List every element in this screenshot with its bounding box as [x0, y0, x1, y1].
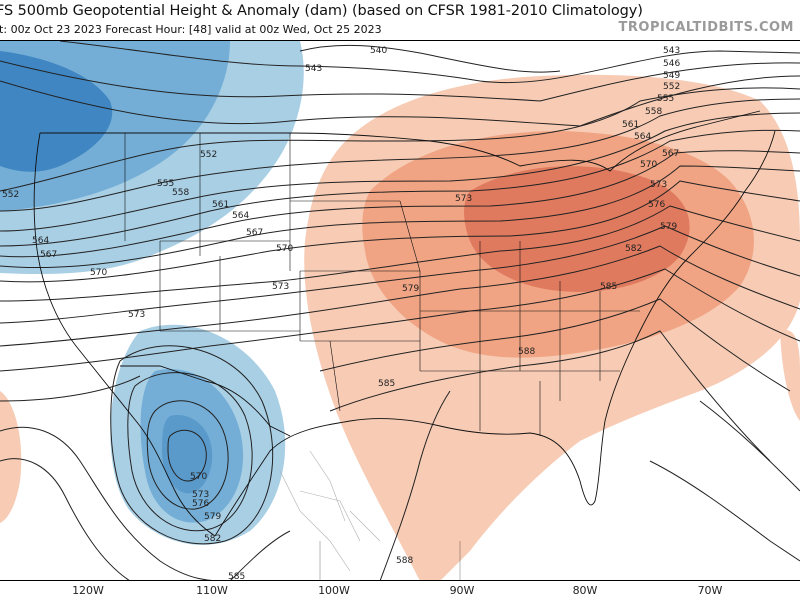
- contour-570: [0, 180, 800, 283]
- contour-label: 567: [40, 250, 57, 260]
- border-us-canada: [40, 110, 761, 172]
- contour-540: [299, 44, 561, 73]
- longitude-label: 110W: [196, 584, 228, 597]
- contour-573: [0, 205, 800, 302]
- contour-label: 558: [645, 107, 662, 117]
- contour-label: 546: [663, 59, 680, 69]
- contour-label: 573: [128, 310, 145, 320]
- contour-label: 567: [662, 149, 679, 159]
- anomaly-blue-northwest-strong: [0, 51, 113, 172]
- contour-label: 585: [600, 282, 617, 292]
- contour-564: [0, 150, 800, 258]
- longitude-label: 70W: [697, 584, 723, 597]
- contour-label: 543: [663, 46, 680, 56]
- contour-label: 588: [518, 347, 535, 357]
- map-subtitle: it: 00z Oct 23 2023 Forecast Hour: [48] …: [0, 23, 382, 36]
- contour-label: 573: [192, 490, 209, 500]
- border-us-mexico: [120, 365, 291, 437]
- contour-low-570: [146, 400, 229, 510]
- contour-label: 555: [157, 179, 174, 189]
- state-lines: [124, 133, 640, 436]
- contour-label: 570: [90, 268, 107, 278]
- coastline-gulf: [214, 130, 776, 537]
- contour-label: 576: [648, 200, 665, 210]
- contour-543: [59, 41, 800, 84]
- contour-label: 579: [204, 512, 221, 522]
- map-area: 540 543 543 546 549 552 552 552 555 555 …: [0, 40, 800, 581]
- contour-label: 585: [378, 379, 395, 389]
- contour-label: 552: [2, 190, 19, 200]
- contour-label: 561: [622, 120, 639, 130]
- contour-label: 573: [455, 194, 472, 204]
- contour-label: 579: [660, 222, 677, 232]
- contour-label: 582: [204, 534, 221, 544]
- map-title: FS 500mb Geopotential Height & Anomaly (…: [0, 3, 643, 19]
- contour-label: 564: [232, 211, 249, 221]
- contour-label: 558: [172, 188, 189, 198]
- political-borders: [33, 110, 776, 537]
- contour-label: 573: [272, 282, 289, 292]
- brand-watermark: TROPICALTIDBITS.COM: [618, 20, 794, 35]
- contour-east-a: [649, 460, 800, 562]
- mexico-state-lines: [279, 450, 381, 572]
- contour-label: 579: [402, 284, 419, 294]
- contour-585: [0, 298, 791, 402]
- contour-549: [0, 75, 800, 127]
- contour-label: 543: [305, 64, 322, 74]
- contour-low-inner: [167, 429, 207, 482]
- contour-546: [0, 60, 800, 102]
- contour-label: 570: [640, 160, 657, 170]
- weather-map: 540 543 543 546 549 552 552 552 555 555 …: [0, 41, 800, 581]
- contour-label: 564: [32, 236, 49, 246]
- contour-label: 564: [634, 132, 651, 142]
- contour-561: [0, 129, 800, 247]
- contour-558: [0, 112, 800, 232]
- contour-588-south: [379, 390, 451, 581]
- contour-west-a: [0, 426, 231, 581]
- contour-labels: 540 543 543 546 549 552 552 552 555 555 …: [2, 46, 680, 581]
- contour-label: 570: [190, 472, 207, 482]
- graticule: [319, 541, 461, 581]
- contour-label: 582: [625, 244, 642, 254]
- contour-582: [0, 268, 800, 372]
- map-header: FS 500mb Geopotential Height & Anomaly (…: [0, 0, 800, 40]
- contour-label: 552: [200, 150, 217, 160]
- height-contours: [0, 41, 800, 581]
- contour-567: [0, 165, 800, 269]
- contour-label: 588: [396, 556, 413, 566]
- anomaly-red-pacific-edge: [0, 391, 22, 523]
- anomaly-red-atlantic-edge: [780, 330, 800, 421]
- coastline-west: [33, 132, 216, 537]
- longitude-label: 100W: [318, 584, 350, 597]
- contour-label: 561: [212, 200, 229, 210]
- longitude-label: 90W: [449, 584, 475, 597]
- contour-label: 567: [246, 228, 263, 238]
- contour-west-b: [0, 458, 131, 581]
- contour-label: 585: [228, 572, 245, 581]
- contour-label: 555: [657, 94, 674, 104]
- contour-label: 552: [663, 82, 680, 92]
- contour-label: 570: [276, 244, 293, 254]
- contour-552: [0, 87, 800, 192]
- contour-576: [0, 225, 800, 324]
- anomaly-red-east-strong: [464, 166, 690, 292]
- contour-label: 576: [192, 499, 209, 509]
- longitude-axis: 120W 110W 100W 90W 80W 70W: [0, 580, 800, 601]
- mexico-borders: [279, 450, 381, 572]
- contour-low-576: [110, 345, 274, 545]
- contour-label: 540: [370, 46, 387, 56]
- longitude-label: 120W: [72, 584, 104, 597]
- contour-east-b: [699, 400, 800, 492]
- contour-low-573: [127, 372, 253, 532]
- contour-label: 549: [663, 71, 680, 81]
- contour-label: 573: [650, 180, 667, 190]
- longitude-label: 80W: [572, 584, 598, 597]
- contour-585-south: [229, 530, 291, 581]
